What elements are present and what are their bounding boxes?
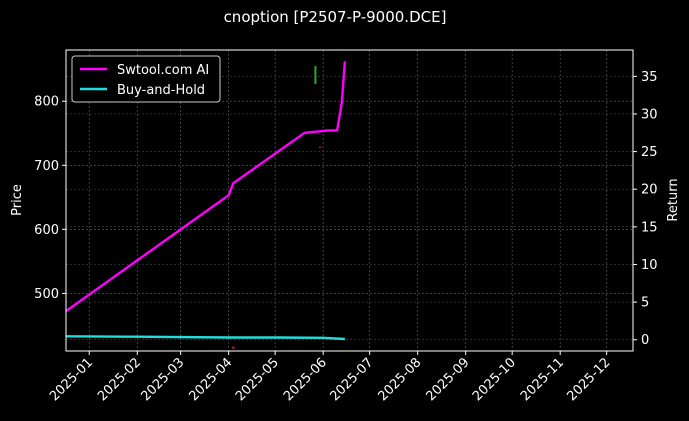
x-tick-label: 2025-05 xyxy=(233,355,282,404)
y2-tick-label: 35 xyxy=(641,70,658,85)
y2-tick-label: 0 xyxy=(641,333,649,348)
y-tick-label: 800 xyxy=(34,95,59,110)
plot-frame xyxy=(65,49,634,352)
x-tick-label: 2025-07 xyxy=(327,355,376,404)
chart-title: cnoption [P2507-P-9000.DCE] xyxy=(224,8,447,26)
x-tick-label: 2025-08 xyxy=(375,355,424,404)
y-axis-label: Price xyxy=(10,184,25,216)
y2-tick-label: 20 xyxy=(641,183,658,198)
series-line-1 xyxy=(65,335,345,341)
y2-tick-label: 10 xyxy=(641,258,658,273)
x-tick-label: 2025-04 xyxy=(186,355,235,404)
y2-axis-label: Return xyxy=(666,178,681,221)
x-tick-label: 2025-06 xyxy=(281,355,330,404)
x-tick-label: 2025-02 xyxy=(95,355,144,404)
x-tick-label: 2025-10 xyxy=(470,355,519,404)
candle-layer xyxy=(232,66,322,350)
legend-label-buy-and-hold: Buy-and-Hold xyxy=(117,83,205,98)
x-tick-label: 2025-09 xyxy=(423,355,472,404)
grid-layer xyxy=(66,50,633,351)
y-tick-label: 600 xyxy=(34,223,59,238)
x-tick-label: 2025-01 xyxy=(47,355,96,404)
x-tick-label: 2025-11 xyxy=(518,355,567,404)
legend: Swtool.com AI Buy-and-Hold xyxy=(71,55,221,103)
legend-box xyxy=(71,55,221,103)
x-tick-label: 2025-12 xyxy=(564,355,613,404)
y2-tick-label: 30 xyxy=(641,107,658,122)
y-tick-label: 700 xyxy=(34,159,59,174)
series-layer xyxy=(65,61,347,341)
y2-tick-label: 25 xyxy=(641,145,658,160)
x-tick-label: 2025-03 xyxy=(138,355,187,404)
y2-tick-label: 15 xyxy=(641,220,658,235)
series-line-0 xyxy=(65,61,347,313)
y-tick-label: 500 xyxy=(34,287,59,302)
legend-label-swtool: Swtool.com AI xyxy=(117,63,209,78)
y2-tick-label: 5 xyxy=(641,296,649,311)
